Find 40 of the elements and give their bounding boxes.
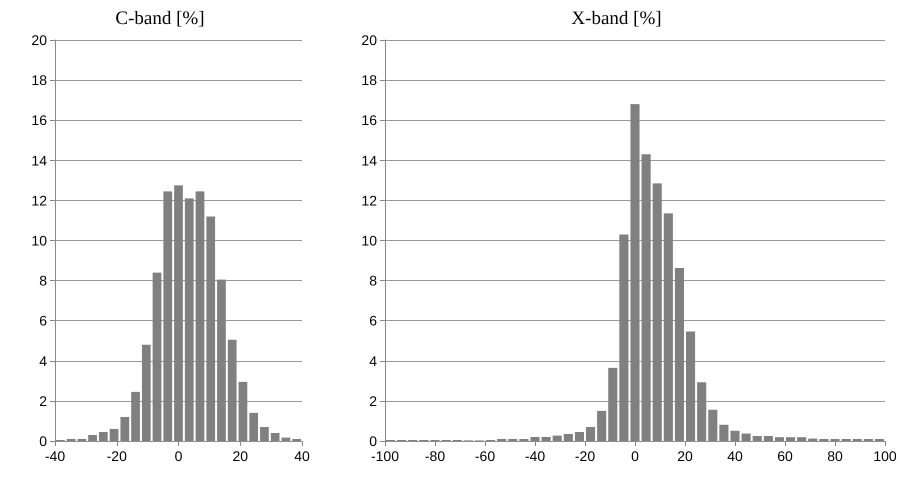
x-tick-label: -20 — [106, 448, 128, 464]
x-tick-label: 0 — [174, 448, 183, 464]
y-tick-label: 6 — [39, 312, 48, 329]
y-tick-label: 6 — [369, 312, 378, 329]
y-tick-label: 14 — [31, 152, 48, 168]
y-tick-label: 16 — [361, 112, 378, 128]
y-tick-label: 0 — [39, 433, 48, 449]
y-tick-label: 12 — [31, 192, 48, 208]
y-tick-label: 4 — [369, 352, 378, 369]
y-tick-label: 18 — [31, 72, 48, 88]
x-tick-label: 40 — [727, 448, 743, 464]
x-tick-label: 60 — [777, 448, 793, 464]
chart-title: C-band [%] — [115, 8, 205, 29]
x-tick-label: -60 — [474, 448, 496, 464]
y-tick-label: 18 — [361, 72, 378, 88]
y-tick-label: 20 — [361, 32, 378, 48]
x-tick-label: 40 — [294, 448, 310, 464]
y-tick-label: 4 — [39, 352, 48, 369]
x-tick-label: 20 — [677, 448, 693, 464]
y-tick-label: 20 — [31, 32, 48, 48]
y-tick-label: 2 — [369, 392, 378, 409]
x-tick-label: -20 — [574, 448, 596, 464]
chart-title: X-band [%] — [571, 8, 662, 29]
y-tick-label: 14 — [361, 152, 378, 168]
x-tick-label: -100 — [370, 448, 400, 464]
y-tick-label: 8 — [39, 272, 48, 289]
x-tick-label: -80 — [424, 448, 446, 464]
x-tick-label: 80 — [827, 448, 843, 464]
x-tick-label: 100 — [873, 448, 897, 464]
y-tick-label: 16 — [31, 112, 48, 128]
y-tick-label: 0 — [369, 433, 378, 449]
y-tick-label: 12 — [361, 192, 378, 208]
x-tick-label: 0 — [631, 448, 640, 464]
y-tick-label: 8 — [369, 272, 378, 289]
y-tick-label: 2 — [39, 392, 48, 409]
x-tick-label: 20 — [232, 448, 248, 464]
y-tick-label: 10 — [361, 232, 378, 248]
x-tick-label: -40 — [44, 448, 66, 464]
y-tick-label: 10 — [31, 232, 48, 248]
x-tick-label: -40 — [524, 448, 546, 464]
